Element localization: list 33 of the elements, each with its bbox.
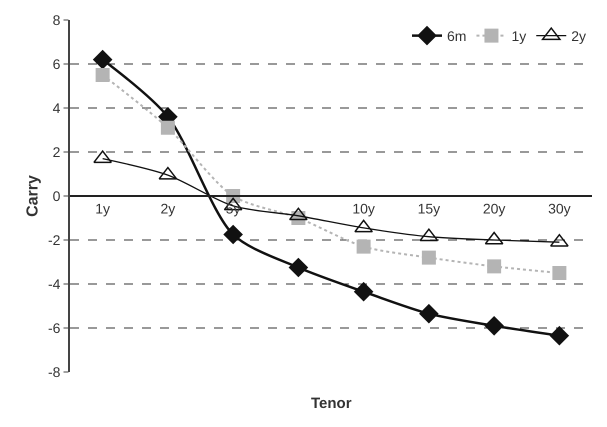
legend-label: 6m: [447, 28, 466, 44]
point: [354, 282, 374, 302]
y-tick-label: 4: [52, 100, 61, 116]
point: [356, 240, 371, 254]
y-tick-label: 0: [52, 188, 61, 204]
point: [552, 266, 566, 280]
y-tick-label: -2: [48, 232, 61, 248]
x-tick-label: 30y: [548, 200, 571, 217]
point: [487, 259, 502, 274]
point: [288, 258, 308, 278]
x-tick-label: 2y: [160, 200, 176, 217]
x-tick-label: 10y: [352, 200, 375, 217]
y-tick-label: -4: [48, 276, 61, 292]
point: [484, 316, 504, 336]
point: [96, 68, 110, 82]
y-tick-label: 2: [52, 144, 61, 160]
point: [93, 50, 112, 70]
point: [160, 120, 175, 135]
point: [422, 250, 436, 265]
legend-label: 1y: [511, 28, 526, 44]
x-tick-label: 15y: [418, 200, 440, 217]
y-tick-label: -6: [48, 320, 61, 336]
y-tick-label: 8: [52, 12, 61, 28]
x-axis-title: Tenor: [311, 395, 352, 412]
legend-label: 2y: [571, 28, 586, 44]
y-axis-title: Carry: [24, 175, 42, 217]
point: [419, 304, 438, 324]
x-tick-label: 1y: [95, 200, 110, 217]
point: [550, 326, 569, 346]
y-tick-label: -8: [48, 364, 61, 380]
point: [224, 224, 243, 244]
x-tick-label: 20y: [482, 200, 506, 217]
y-tick-label: 6: [52, 56, 61, 72]
